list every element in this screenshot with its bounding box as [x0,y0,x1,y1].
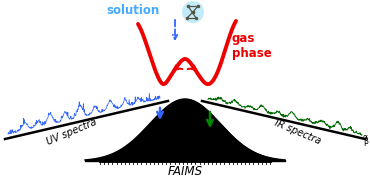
Text: α: α [363,132,368,142]
Text: UV spectra: UV spectra [46,117,98,147]
Text: IR spectra: IR spectra [273,118,323,146]
Circle shape [182,1,204,23]
Text: solution: solution [107,5,160,18]
Text: gas
phase: gas phase [232,32,272,60]
Text: β: β [363,138,368,146]
Text: FAIMS: FAIMS [168,165,202,178]
